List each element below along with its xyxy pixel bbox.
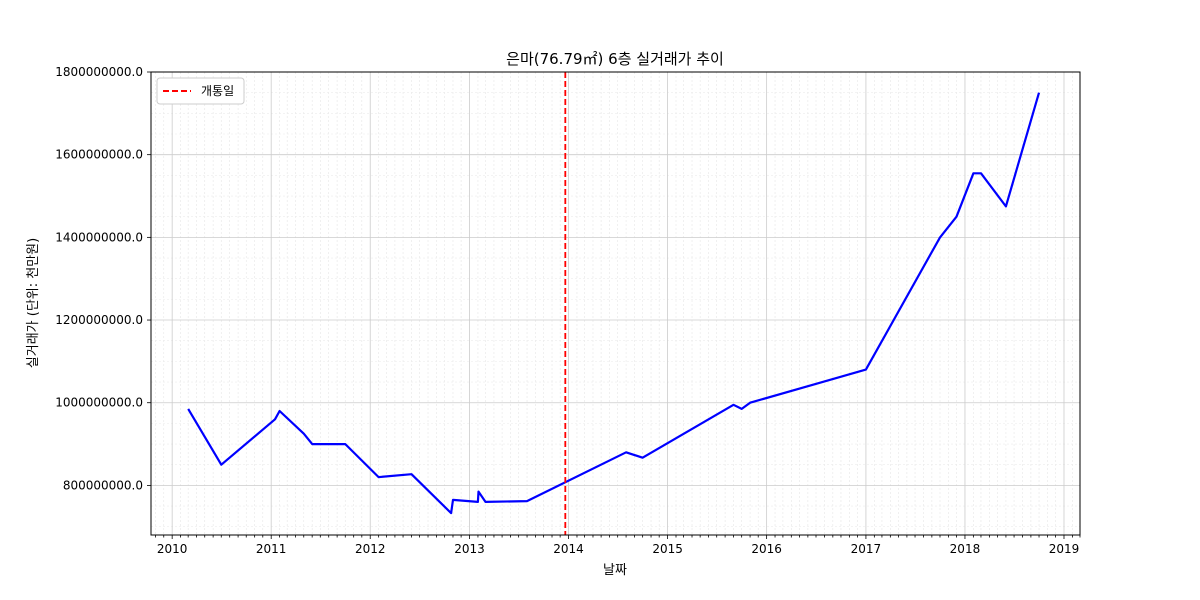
- minor-grid: [151, 72, 1081, 535]
- y-tick-label: 800000000.0: [63, 478, 143, 492]
- x-tick-label: 2014: [553, 542, 584, 556]
- chart-title: 은마(76.79㎡) 6층 실거래가 추이: [506, 50, 724, 68]
- y-tick-label: 1000000000.0: [55, 396, 143, 410]
- y-axis-label: 실거래가 (단위: 천만원): [26, 238, 41, 368]
- legend: 개통일: [156, 77, 245, 105]
- legend-box: [156, 77, 245, 105]
- x-tick-label: 2011: [256, 542, 287, 556]
- y-axis: 800000000.0 1000000000.0 1200000000.0 14000…: [55, 65, 151, 492]
- plot-frame: [150, 71, 1081, 536]
- series-layer: [187, 92, 1041, 515]
- x-tick-label: 2010: [157, 542, 188, 556]
- x-tick-label: 2016: [751, 542, 782, 556]
- y-tick-label: 1800000000.0: [55, 65, 143, 79]
- x-tick-label: 2017: [851, 542, 882, 556]
- plot-background: [151, 72, 1080, 535]
- series-line: [187, 92, 1041, 515]
- x-tick-label: 2019: [1049, 542, 1080, 556]
- legend-label: 개통일: [201, 84, 234, 98]
- major-grid: [151, 71, 1080, 535]
- x-tick-label: 2018: [950, 542, 981, 556]
- x-tick-label: 2015: [652, 542, 683, 556]
- x-axis: 2010 2011 2012 2013 2014 2015 2016 2017 2018 2019: [155, 535, 1081, 556]
- y-tick-label: 1200000000.0: [55, 313, 143, 327]
- y-tick-label: 1600000000.0: [55, 148, 143, 162]
- x-tick-label: 2012: [355, 542, 386, 556]
- x-axis-label: 날짜: [603, 563, 627, 578]
- y-tick-label: 1400000000.0: [55, 230, 143, 244]
- x-tick-label: 2013: [454, 542, 485, 556]
